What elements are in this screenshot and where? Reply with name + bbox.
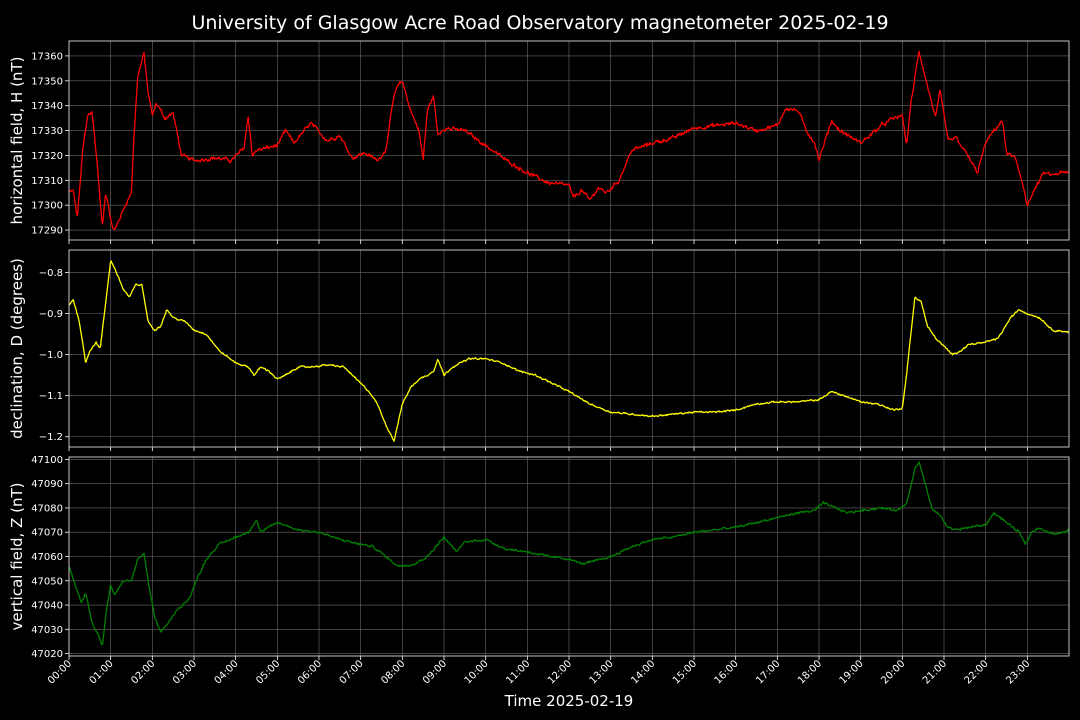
y-axis-label-d: declination, D (degrees) (8, 258, 26, 439)
y-tick-label: 17360 (31, 51, 63, 62)
y-tick-label: 17340 (31, 101, 63, 112)
y-axis-label-h: horizontal field, H (nT) (8, 57, 26, 225)
panel-frame (68, 40, 1070, 241)
y-axis-label-z: vertical field, Z (nT) (8, 482, 26, 630)
panel-d: −1.2 −1.1 −1.0 −0.9 −0.8 declination, D (degr… (8, 249, 1070, 451)
panels-group: 17290 17300 17310 17320 17330 17340 17350 17360… (8, 40, 1070, 660)
y-tick-label: 17330 (31, 126, 63, 137)
y-tick-label: 17320 (31, 151, 63, 162)
x-axis-label: Time 2025-02-19 (504, 692, 634, 710)
y-tick-label: 17300 (31, 201, 63, 212)
y-tick-label: 47100 (31, 455, 63, 466)
y-tick-label: 47090 (31, 479, 63, 490)
y-tick-label: 17310 (31, 176, 63, 187)
series-line-h (69, 50, 1069, 231)
y-tick-label: −1.1 (39, 391, 63, 402)
y-tick-label: 47040 (31, 601, 63, 612)
y-tick-label: 17350 (31, 76, 63, 87)
panel-frame (68, 456, 1070, 657)
chart-title: University of Glasgow Acre Road Observat… (191, 12, 888, 34)
series-line-d (69, 260, 1069, 442)
y-tick-label: −0.9 (39, 309, 63, 320)
panel-h: 17290 17300 17310 17320 17330 17340 17350 17360… (8, 40, 1070, 244)
y-tick-label: 47070 (31, 528, 63, 539)
panel-frame (68, 249, 1070, 448)
series-line-z (69, 461, 1069, 646)
y-tick-label: −1.2 (39, 432, 63, 443)
y-tick-label: 47050 (31, 576, 63, 587)
y-tick-label: 47080 (31, 503, 63, 514)
y-tick-label: −0.8 (39, 268, 63, 279)
y-tick-label: 17290 (31, 226, 63, 237)
y-tick-label: 47020 (31, 649, 63, 660)
y-tick-label: 47060 (31, 552, 63, 563)
y-tick-label: −1.0 (39, 350, 63, 361)
y-tick-label: 47030 (31, 625, 63, 636)
panel-z: 47020 47030 47040 47050 47060 47070 47080 47090… (8, 455, 1070, 660)
